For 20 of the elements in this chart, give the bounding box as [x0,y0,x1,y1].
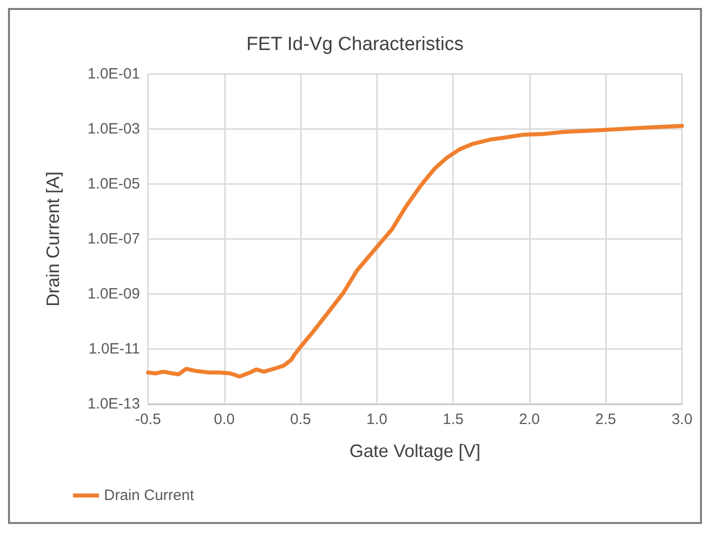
y-tick-label: 1.0E-05 [87,176,140,192]
x-tick-label: 1.5 [442,411,464,428]
y-tick-label: 1.0E-09 [87,286,140,302]
y-tick-label: 1.0E-01 [87,66,140,82]
chart-title: FET Id-Vg Characteristics [246,34,464,55]
y-tick-label: 1.0E-11 [88,340,140,358]
y-tick-label: 1.0E-03 [87,120,140,138]
y-axis-title: Drain Current [A] [43,171,63,307]
x-axis-title: Gate Voltage [V] [349,441,481,461]
x-tick-label: 0.0 [214,411,235,428]
y-tick-label: 1.0E-13 [87,396,140,412]
x-tick-label: 2.5 [595,411,616,428]
y-tick-label: 1.0E-07 [87,230,140,248]
x-tick-label: 0.5 [290,411,311,428]
x-tick-label: 3.0 [672,411,692,428]
x-tick-label: 2.0 [519,411,540,428]
line-series [146,124,684,378]
x-tick-label: 1.0 [366,411,388,428]
x-tick-label: -0.5 [135,411,161,428]
legend-label: Drain Current [104,487,195,504]
